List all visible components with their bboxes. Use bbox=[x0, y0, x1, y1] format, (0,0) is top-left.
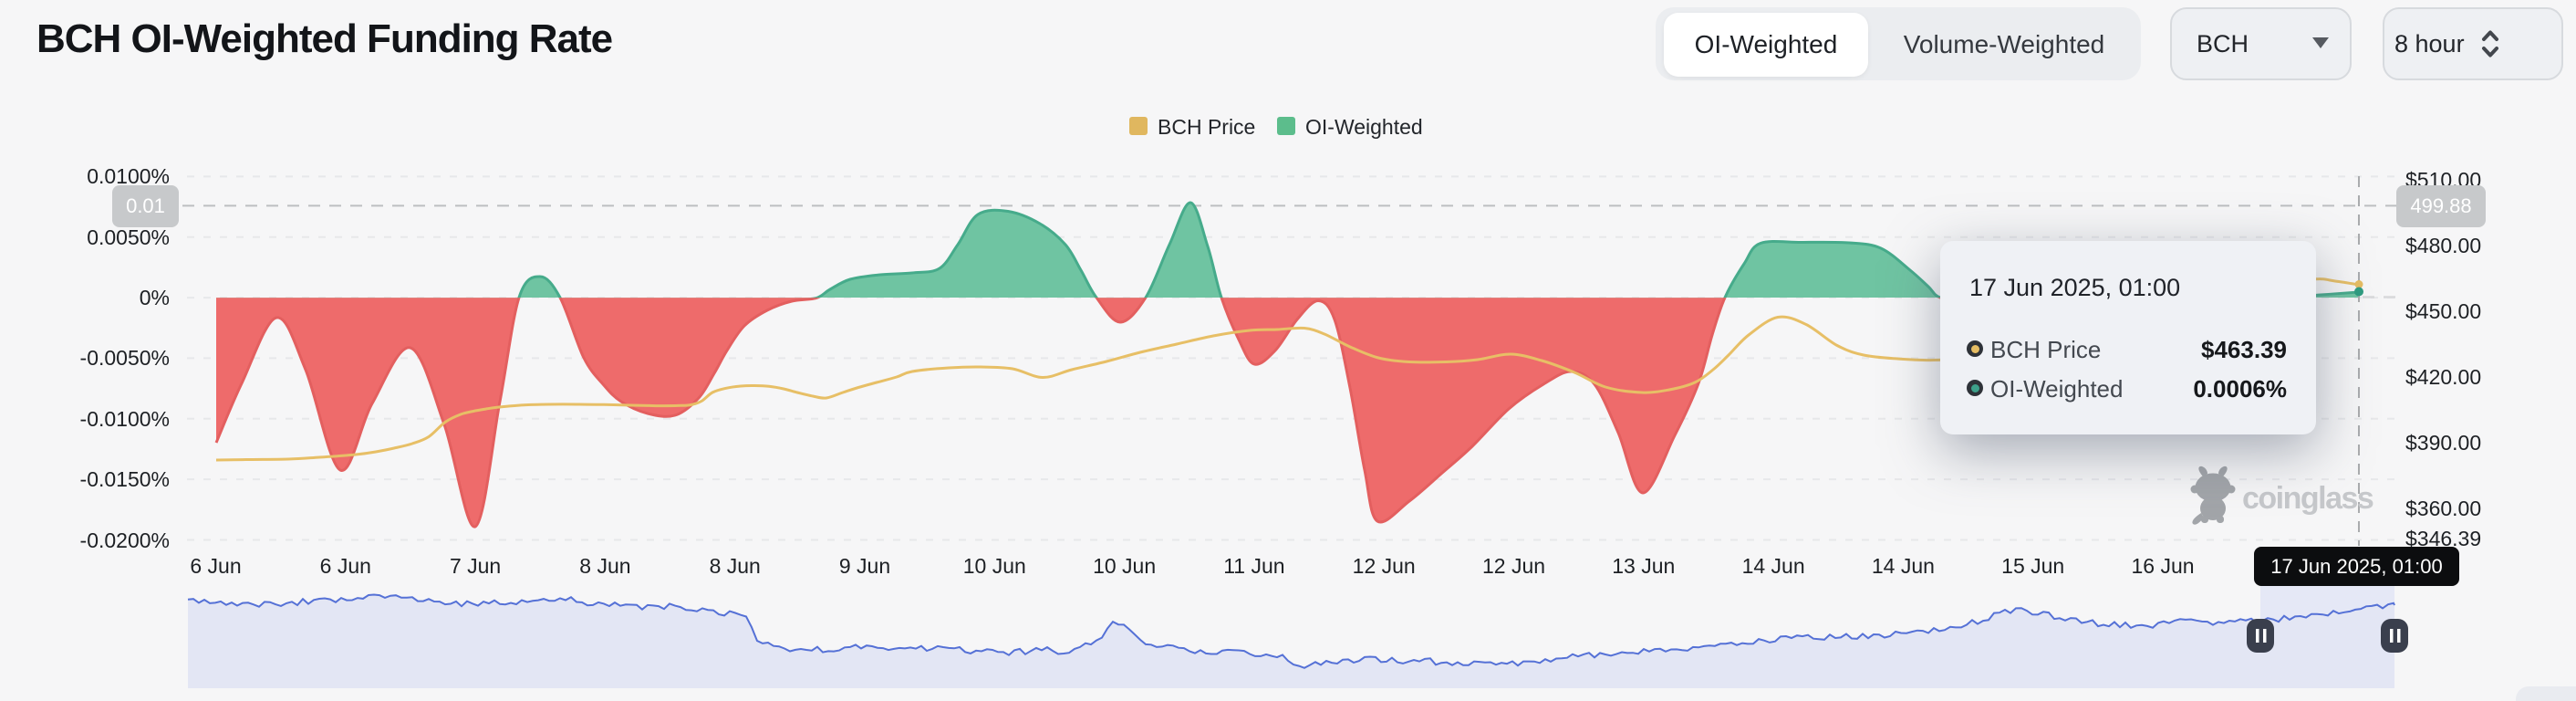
svg-text:0.0050%: 0.0050% bbox=[87, 225, 170, 249]
svg-text:14 Jun: 14 Jun bbox=[1742, 554, 1805, 578]
svg-text:9 Jun: 9 Jun bbox=[839, 554, 890, 578]
svg-text:14 Jun: 14 Jun bbox=[1872, 554, 1935, 578]
svg-text:$420.00: $420.00 bbox=[2405, 365, 2481, 389]
svg-text:-0.0050%: -0.0050% bbox=[80, 346, 170, 370]
svg-text:12 Jun: 12 Jun bbox=[1353, 554, 1416, 578]
svg-text:$360.00: $360.00 bbox=[2405, 497, 2481, 520]
svg-text:$480.00: $480.00 bbox=[2405, 234, 2481, 257]
svg-text:$450.00: $450.00 bbox=[2405, 299, 2481, 323]
svg-text:15 Jun: 15 Jun bbox=[2001, 554, 2064, 578]
svg-text:$390.00: $390.00 bbox=[2405, 431, 2481, 455]
svg-text:16 Jun: 16 Jun bbox=[2131, 554, 2194, 578]
svg-text:$346.39: $346.39 bbox=[2405, 527, 2481, 550]
svg-text:10 Jun: 10 Jun bbox=[963, 554, 1026, 578]
svg-text:11 Jun: 11 Jun bbox=[1223, 554, 1284, 578]
svg-text:13 Jun: 13 Jun bbox=[1612, 554, 1675, 578]
svg-text:12 Jun: 12 Jun bbox=[1482, 554, 1545, 578]
svg-text:6 Jun: 6 Jun bbox=[320, 554, 371, 578]
svg-text:coinglass: coinglass bbox=[2242, 481, 2373, 516]
svg-text:-0.0100%: -0.0100% bbox=[80, 407, 170, 431]
svg-text:7 Jun: 7 Jun bbox=[450, 554, 501, 578]
svg-text:-0.0200%: -0.0200% bbox=[80, 528, 170, 552]
svg-text:0%: 0% bbox=[140, 286, 170, 309]
svg-text:-0.0150%: -0.0150% bbox=[80, 467, 170, 491]
svg-text:0.0100%: 0.0100% bbox=[87, 164, 170, 188]
svg-text:8 Jun: 8 Jun bbox=[579, 554, 630, 578]
svg-text:8 Jun: 8 Jun bbox=[710, 554, 761, 578]
svg-text:10 Jun: 10 Jun bbox=[1093, 554, 1156, 578]
svg-text:6 Jun: 6 Jun bbox=[190, 554, 241, 578]
